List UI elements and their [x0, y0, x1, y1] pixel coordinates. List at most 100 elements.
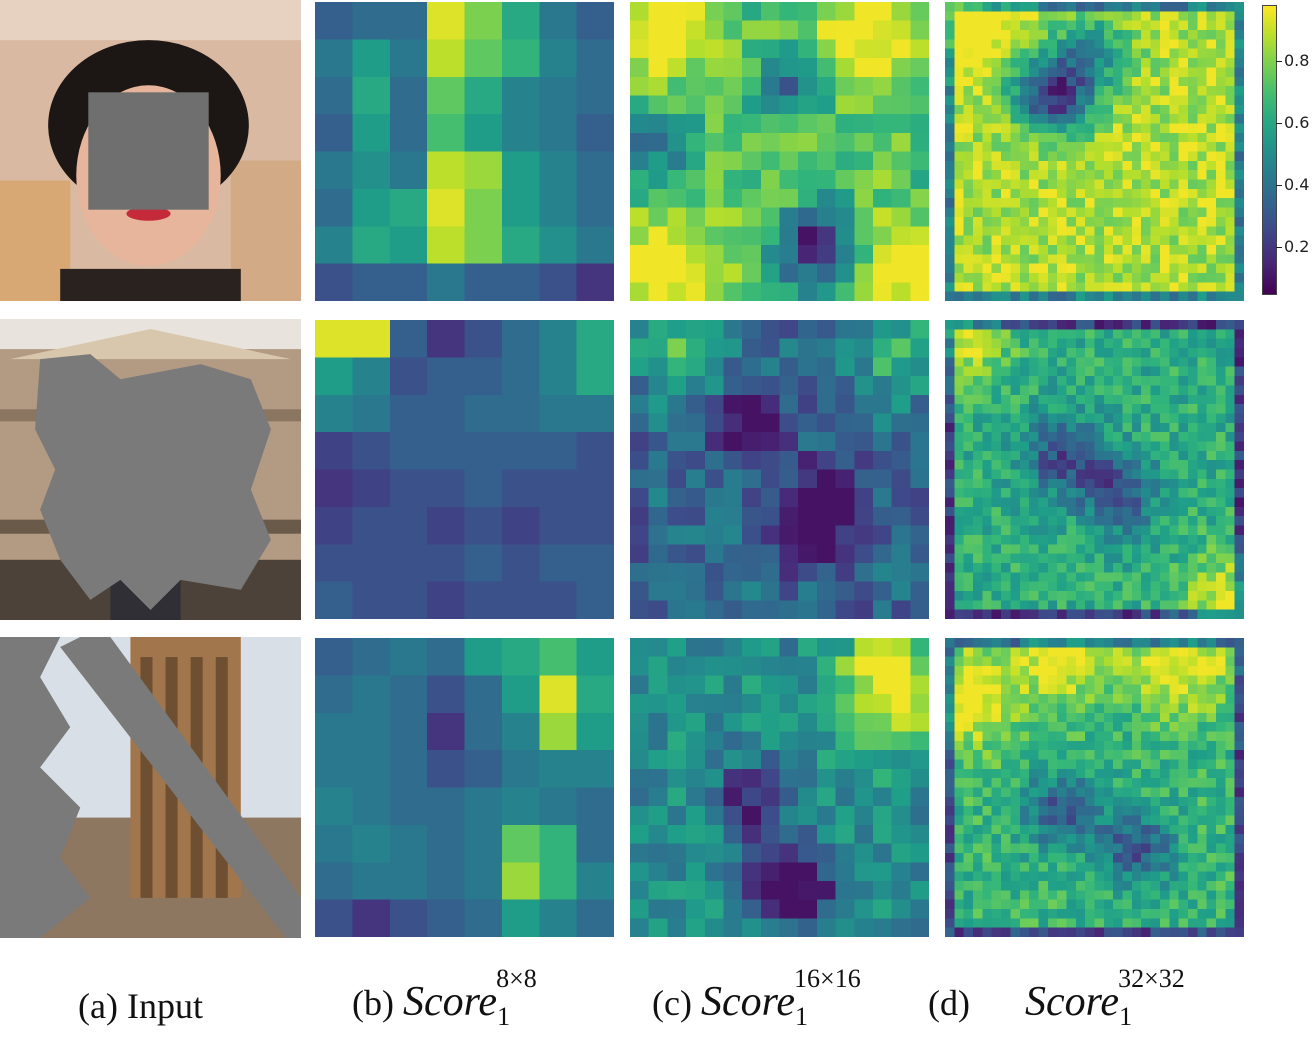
heat-cell — [1085, 338, 1095, 349]
heat-cell — [1057, 338, 1067, 349]
heat-cell — [1001, 806, 1011, 816]
heat-cell — [742, 712, 762, 732]
heat-cell — [1103, 488, 1114, 498]
heat-cell — [798, 357, 818, 377]
heat-cell — [963, 778, 974, 788]
heat-cell — [991, 880, 1002, 891]
heat-cell — [1206, 151, 1217, 162]
heat-cell — [1234, 899, 1244, 910]
heat-cell — [1215, 581, 1226, 592]
heat-cell — [1066, 2, 1076, 12]
heat-cell — [991, 918, 1002, 928]
heat-cell — [779, 432, 799, 452]
heat-cell — [1010, 20, 1020, 31]
heat-cell — [991, 562, 1002, 573]
heat-cell — [1103, 441, 1114, 451]
heat-cell — [686, 918, 706, 937]
heat-cell — [963, 104, 974, 115]
heat-cell — [1131, 48, 1142, 59]
heat-cell — [1159, 759, 1170, 769]
heat-cell — [872, 694, 892, 714]
heat-cell — [1001, 282, 1011, 292]
heat-cell — [1159, 123, 1170, 133]
heat-cell — [963, 450, 974, 461]
heat-cell — [1225, 413, 1235, 423]
heat-cell — [963, 722, 974, 732]
heat-cell — [1178, 338, 1189, 349]
heat-cell — [1066, 600, 1076, 610]
heat-cell — [1197, 338, 1207, 349]
heat-cell — [1047, 759, 1058, 769]
heat-cell — [1141, 787, 1151, 798]
heat-cell — [1047, 731, 1058, 741]
heat-cell — [1094, 880, 1105, 891]
heat-cell — [1085, 740, 1095, 751]
heat-cell — [1225, 385, 1235, 395]
heat-cell — [1122, 263, 1133, 274]
heat-cell — [1187, 142, 1198, 152]
heat-cell — [1010, 694, 1020, 704]
heat-cell — [1075, 600, 1086, 610]
heat-cell — [835, 188, 855, 208]
heat-cell — [1001, 534, 1011, 545]
heat-cell — [963, 684, 974, 695]
heat-cell — [1010, 759, 1020, 769]
heat-cell — [963, 572, 974, 582]
heat-cell — [1131, 254, 1142, 264]
heat-cell — [1094, 422, 1105, 433]
heat-cell — [1094, 320, 1105, 330]
heat-cell — [760, 862, 780, 882]
heat-cell — [1122, 638, 1133, 648]
heat-cell — [954, 254, 964, 264]
heat-cell — [1113, 58, 1123, 68]
heat-cell — [779, 376, 799, 396]
heat-cell — [1019, 927, 1030, 937]
heat-cell — [1234, 179, 1244, 190]
heat-cell — [1085, 815, 1095, 826]
heat-cell — [576, 394, 614, 433]
heat-cell — [973, 114, 983, 124]
heat-cell — [1103, 282, 1114, 292]
heat-cell — [742, 880, 762, 900]
heat-cell — [973, 525, 983, 536]
heat-cell — [1047, 272, 1058, 283]
heat-cell — [1122, 329, 1133, 339]
heat-cell — [315, 787, 354, 826]
heat-cell — [1197, 235, 1207, 246]
heat-cell — [973, 188, 983, 199]
heat-cell — [1178, 160, 1189, 171]
heat-cell — [991, 852, 1002, 863]
heat-cell — [1057, 404, 1067, 414]
heat-cell — [1187, 553, 1198, 564]
heat-cell — [1122, 750, 1133, 760]
heat-cell — [891, 787, 911, 807]
heat-cell — [1001, 478, 1011, 489]
heat-cell — [1225, 590, 1235, 601]
heat-cell — [991, 834, 1002, 844]
heat-cell — [1169, 600, 1179, 610]
heat-cell — [1103, 20, 1114, 31]
heat-cell — [352, 2, 391, 41]
heat-cell — [1131, 684, 1142, 695]
heat-cell — [798, 413, 818, 433]
heat-cell — [1141, 198, 1151, 208]
heat-cell — [1010, 871, 1020, 882]
heat-cell — [723, 899, 743, 919]
heat-cell — [1187, 254, 1198, 264]
heat-cell — [1178, 918, 1189, 928]
heat-cell — [576, 39, 614, 78]
heat-cell — [686, 357, 706, 377]
heat-cell — [779, 694, 799, 714]
heat-cell — [315, 394, 354, 433]
heat-cell — [1094, 58, 1105, 68]
heat-cell — [667, 768, 687, 788]
heat-cell — [1085, 722, 1095, 732]
heat-cell — [1122, 235, 1133, 246]
heat-cell — [1131, 852, 1142, 863]
heat-cell — [982, 609, 992, 619]
heat-cell — [1122, 712, 1133, 723]
heat-cell — [1075, 2, 1086, 12]
heat-cell — [723, 170, 743, 190]
heat-cell — [779, 638, 799, 658]
heat-cell — [1047, 908, 1058, 919]
